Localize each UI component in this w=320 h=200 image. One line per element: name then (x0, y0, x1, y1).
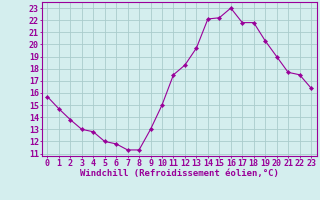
X-axis label: Windchill (Refroidissement éolien,°C): Windchill (Refroidissement éolien,°C) (80, 169, 279, 178)
